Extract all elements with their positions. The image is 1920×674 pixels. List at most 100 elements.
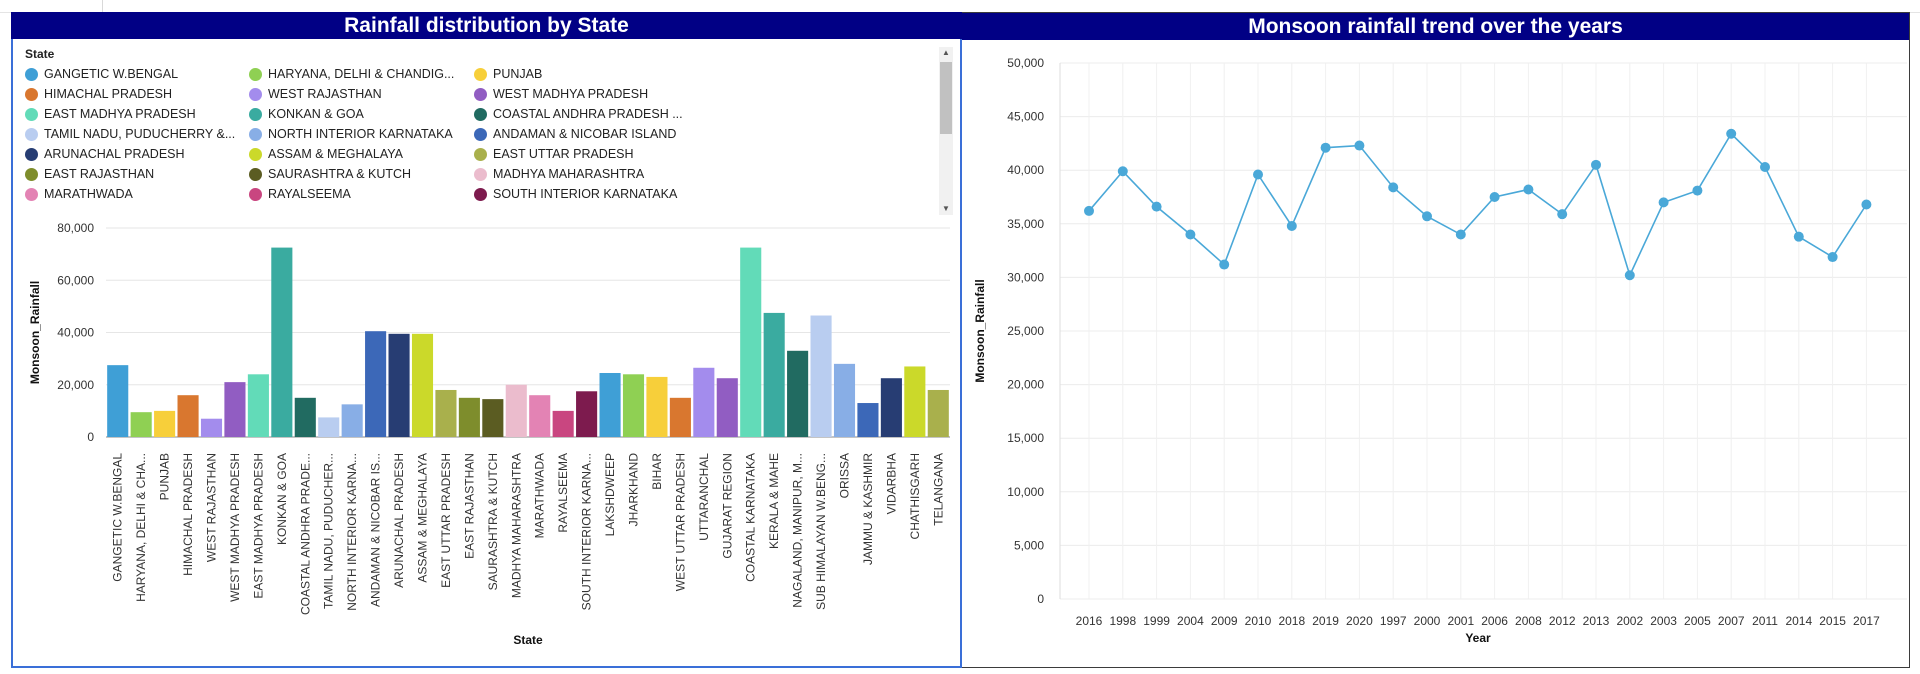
line-chart: 0 5,000 10,000 15,000 20,000 25,000 30,000 35,0… xyxy=(973,56,1907,645)
legend-item[interactable]: SAURASHTRA & KUTCH xyxy=(249,165,411,183)
x-tick-label: 2015 xyxy=(1819,614,1846,628)
legend-swatch-icon xyxy=(474,87,487,101)
bar xyxy=(576,391,598,437)
legend-swatch-icon xyxy=(249,147,262,161)
legend-swatch-icon xyxy=(474,167,487,181)
y-tick-label: 30,000 xyxy=(1007,270,1044,284)
legend-item[interactable]: EAST MADHYA PRADESH xyxy=(25,105,196,123)
x-tick-label: HARYANA, DELHI & CHA... xyxy=(134,453,148,602)
y-tick-label: 15,000 xyxy=(1007,431,1044,445)
legend-label: HIMACHAL PRADESH xyxy=(44,87,173,101)
legend-swatch-icon xyxy=(249,167,262,181)
bar xyxy=(224,382,246,437)
legend-item[interactable]: PUNJAB xyxy=(474,65,542,83)
legend-item[interactable]: WEST RAJASTHAN xyxy=(249,85,382,103)
line-chart-panel[interactable]: Monsoon rainfall trend over the years 0 5… xyxy=(962,12,1910,668)
x-tick-label: 2013 xyxy=(1583,614,1610,628)
data-point xyxy=(1658,197,1669,208)
bar xyxy=(669,397,691,437)
bar xyxy=(341,404,363,437)
bar xyxy=(927,389,949,437)
x-tick-label: 1999 xyxy=(1143,614,1170,628)
y-tick-label: 20,000 xyxy=(57,378,94,392)
legend-swatch-icon xyxy=(474,127,487,141)
y-tick-label: 80,000 xyxy=(57,221,94,235)
x-tick-label: 2014 xyxy=(1785,614,1812,628)
x-tick-label: KERALA & MAHE xyxy=(767,453,781,549)
legend-item[interactable]: ARUNACHAL PRADESH xyxy=(25,145,185,163)
legend-scrollbar[interactable]: ▲ ▼ xyxy=(939,47,953,215)
bar xyxy=(154,410,176,437)
window-divider xyxy=(102,0,103,12)
legend-swatch-icon xyxy=(25,67,38,81)
legend-item[interactable]: COASTAL ANDHRA PRADESH ... xyxy=(474,105,683,123)
x-tick-label: 2002 xyxy=(1616,614,1643,628)
x-tick-label: EAST UTTAR PRADESH xyxy=(439,453,453,588)
x-tick-label: COASTAL ANDHRA PRADE... xyxy=(298,453,312,615)
legend-label: ARUNACHAL PRADESH xyxy=(44,147,185,161)
x-tick-label: JHARKHAND xyxy=(627,453,641,527)
legend-label: MADHYA MAHARASHTRA xyxy=(493,167,645,181)
x-tick-label: RAYALSEEMA xyxy=(556,453,570,533)
scroll-down-arrow-icon[interactable]: ▼ xyxy=(942,204,950,213)
bar xyxy=(599,372,621,437)
data-point xyxy=(1455,229,1466,240)
x-axis-title: Year xyxy=(1465,631,1491,645)
x-tick-label: 2005 xyxy=(1684,614,1711,628)
bar xyxy=(200,418,223,437)
x-tick-label: 2004 xyxy=(1177,614,1204,628)
bar xyxy=(693,367,715,437)
legend-item[interactable]: RAYALSEEMA xyxy=(249,185,351,203)
bar xyxy=(880,378,902,437)
scroll-thumb[interactable] xyxy=(940,62,952,134)
y-tick-label: 60,000 xyxy=(57,273,94,287)
legend-title: State xyxy=(25,47,55,61)
legend-label: NORTH INTERIOR KARNATAKA xyxy=(268,127,453,141)
legend[interactable]: State GANGETIC W.BENGAL HARYANA, DELHI & … xyxy=(25,45,937,216)
legend-swatch-icon xyxy=(474,67,487,81)
data-point xyxy=(1489,192,1500,202)
legend-item[interactable]: KONKAN & GOA xyxy=(249,105,364,123)
data-point xyxy=(1151,201,1162,212)
legend-item[interactable]: HIMACHAL PRADESH xyxy=(25,85,172,103)
legend-label: EAST RAJASTHAN xyxy=(44,167,155,181)
x-tick-label: 2007 xyxy=(1718,614,1745,628)
x-tick-label: ANDAMAN & NICOBAR IS... xyxy=(369,453,383,607)
legend-label: WEST RAJASTHAN xyxy=(268,87,382,101)
legend-item[interactable]: MADHYA MAHARASHTRA xyxy=(474,165,644,183)
legend-swatch-icon xyxy=(249,87,262,101)
x-tick-label: SOUTH INTERIOR KARNA... xyxy=(580,453,594,610)
data-point xyxy=(1422,211,1432,222)
data-point xyxy=(1557,209,1568,220)
legend-swatch-icon xyxy=(474,187,487,201)
legend-item[interactable]: EAST RAJASTHAN xyxy=(25,165,154,183)
legend-label: GANGETIC W.BENGAL xyxy=(44,67,179,81)
legend-item[interactable]: MARATHWADA xyxy=(25,185,133,203)
legend-item[interactable]: EAST UTTAR PRADESH xyxy=(474,145,634,163)
legend-item[interactable]: HARYANA, DELHI & CHANDIG... xyxy=(249,65,454,83)
bar xyxy=(388,333,410,437)
bar-chart-panel[interactable]: Rainfall distribution by State State GAN… xyxy=(11,12,962,668)
bar xyxy=(435,389,457,437)
legend-item[interactable]: ASSAM & MEGHALAYA xyxy=(249,145,403,163)
legend-item[interactable]: ANDAMAN & NICOBAR ISLAND xyxy=(474,125,676,143)
bar xyxy=(529,395,551,437)
legend-label: WEST MADHYA PRADESH xyxy=(493,87,649,101)
x-tick-label: 2020 xyxy=(1346,614,1373,628)
x-tick-label: LAKSHDWEEP xyxy=(603,453,617,536)
y-tick-label: 0 xyxy=(1037,592,1044,606)
scroll-up-arrow-icon[interactable]: ▲ xyxy=(942,48,950,57)
legend-item[interactable]: TAMIL NADU, PUDUCHERRY &... xyxy=(25,125,235,143)
legend-swatch-icon xyxy=(25,167,38,181)
y-tick-label: 5,000 xyxy=(1014,538,1044,552)
legend-item[interactable]: SOUTH INTERIOR KARNATAKA xyxy=(474,185,677,203)
x-tick-label: COASTAL KARNATAKA xyxy=(744,453,758,582)
data-point xyxy=(1692,185,1703,196)
legend-item[interactable]: WEST MADHYA PRADESH xyxy=(474,85,648,103)
x-tick-label: WEST UTTAR PRADESH xyxy=(673,453,687,591)
x-tick-label: 2011 xyxy=(1752,614,1778,628)
legend-label: SAURASHTRA & KUTCH xyxy=(268,167,412,181)
legend-item[interactable]: GANGETIC W.BENGAL xyxy=(25,65,178,83)
legend-item[interactable]: NORTH INTERIOR KARNATAKA xyxy=(249,125,453,143)
data-point xyxy=(1624,270,1635,281)
